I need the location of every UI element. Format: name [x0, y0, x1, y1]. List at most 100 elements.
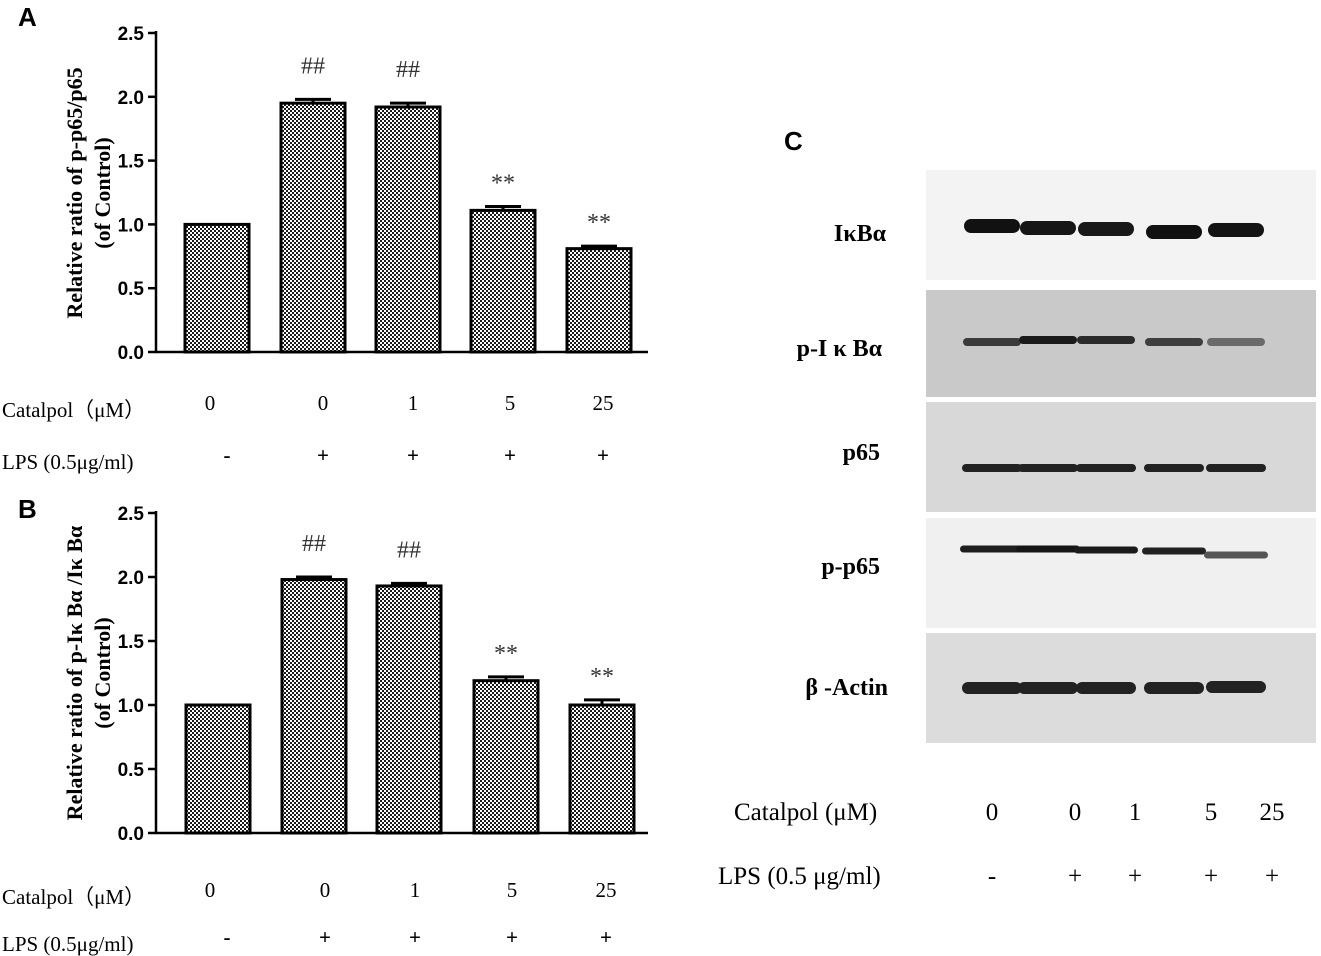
lps-sign: +: [319, 925, 331, 949]
catalpol-dose: 1: [408, 391, 419, 415]
significance-label: ##: [302, 531, 326, 557]
y-tick-label: 2.5: [118, 504, 145, 525]
catalpol-dose: 5: [507, 878, 518, 902]
catalpol-dose: 0: [205, 878, 216, 902]
blot-band: [962, 682, 1022, 694]
catalpol-dose: 1: [410, 878, 421, 902]
chart-b: 0.0 0.5 1.0 1.5 2.0 2.5 Relative ratio of p-Iκ…: [2, 504, 648, 956]
catalpol-dose: 25: [596, 878, 617, 902]
bar: [280, 578, 348, 835]
blot-band: [962, 464, 1022, 472]
blot-treatment-values: 0 0 1 5 25 - + + + +: [986, 799, 1285, 890]
significance-label: **: [587, 210, 611, 236]
blot-band: [1020, 221, 1076, 235]
panel-letter-c: C: [784, 126, 803, 156]
blot-band: [1018, 682, 1078, 694]
y-tick-label: 0.5: [118, 760, 145, 781]
significance-label: ##: [301, 53, 325, 79]
catalpol-label: Catalpol（μM）: [2, 885, 145, 909]
catalpol-dose: 25: [593, 391, 614, 415]
bar: [565, 247, 633, 354]
y-tick-label: 1.5: [118, 152, 145, 173]
band-label-p65: p65: [843, 440, 880, 466]
blot-band: [1204, 551, 1268, 559]
y-tick-label: 1.5: [118, 632, 145, 653]
panel-letter-b: B: [18, 494, 37, 524]
blot-band: [1076, 464, 1136, 472]
blot-band: [1078, 222, 1134, 236]
y-tick-label: 2.0: [118, 88, 144, 109]
band-label-ikba: IκBα: [834, 221, 887, 247]
y-axis-label: (of Control): [90, 137, 115, 248]
y-tick-label: 0.0: [118, 824, 144, 845]
lps-sign: +: [506, 925, 518, 949]
bar: [183, 222, 251, 354]
bar: [472, 679, 540, 835]
blot-band: [1207, 338, 1265, 346]
y-axis-label: Relative ratio of p-Iκ Bα /Iκ Bα: [62, 525, 87, 820]
blot-band: [1018, 464, 1078, 472]
band-label-actin: β -Actin: [805, 675, 888, 701]
blot-bands: [960, 219, 1268, 694]
blot-band: [1074, 546, 1138, 554]
bar: [184, 703, 252, 835]
band-label-p-p65: p-p65: [821, 554, 880, 580]
chart-a: 0.0 0.5 1.0 1.5 2.0 2.5 Relative ratio of p-p6…: [2, 24, 648, 474]
blot-catalpol-dose: 5: [1205, 799, 1218, 826]
western-blot-panel: IκBα p-I κ Bα p65 p-p65 β -Actin Catalpo…: [718, 170, 1316, 890]
catalpol-label: Catalpol（μM）: [2, 398, 145, 422]
blot-band: [1076, 682, 1136, 694]
blot-band: [1019, 336, 1077, 344]
blot-lps-sign: +: [1128, 863, 1142, 890]
blot-catalpol-dose: 0: [1069, 799, 1082, 826]
catalpol-dose: 0: [320, 878, 331, 902]
significance-label: ##: [397, 537, 421, 563]
lps-sign: +: [317, 443, 329, 467]
significance-label: **: [491, 171, 515, 197]
lps-sign: +: [407, 443, 419, 467]
blot-band: [1208, 223, 1264, 237]
lps-label: LPS (0.5μg/ml): [2, 450, 133, 474]
y-tick-label: 0.0: [118, 343, 144, 364]
bar: [568, 703, 636, 835]
blot-band: [1206, 464, 1266, 472]
blot-catalpol-dose: 1: [1129, 799, 1142, 826]
panel-letter-a: A: [18, 2, 37, 32]
lps-sign: -: [224, 925, 231, 949]
y-tick-label: 0.5: [118, 279, 145, 300]
blot-band: [1145, 338, 1203, 346]
blot-band: [1144, 682, 1204, 694]
blot-lps-sign: +: [1068, 863, 1082, 890]
blot-catalpol-label: Catalpol (μM): [734, 799, 877, 826]
blot-lps-sign: -: [988, 863, 996, 890]
blot-catalpol-dose: 0: [986, 799, 999, 826]
band-label-p-ikba: p-I κ Bα: [797, 336, 883, 362]
blot-band: [1016, 545, 1080, 553]
catalpol-dose: 0: [205, 391, 216, 415]
bar: [279, 101, 347, 354]
blot-band: [964, 219, 1020, 233]
blot-lps-sign: +: [1265, 863, 1279, 890]
significance-label: **: [590, 664, 614, 690]
bar: [469, 208, 537, 354]
blot-strip-p65: [926, 402, 1316, 512]
y-tick-label: 1.0: [118, 215, 144, 236]
y-tick-label: 1.0: [118, 696, 144, 717]
lps-label: LPS (0.5μg/ml): [2, 932, 133, 956]
blot-band: [960, 545, 1024, 553]
lps-sign: +: [597, 443, 609, 467]
blot-band: [1144, 464, 1204, 472]
bar: [375, 584, 443, 835]
y-tick-label: 2.5: [118, 24, 145, 45]
blot-lps-label: LPS (0.5 μg/ml): [718, 863, 881, 890]
significance-label: ##: [396, 57, 420, 83]
catalpol-dose: 0: [318, 391, 329, 415]
blot-strip-p-p65: [926, 518, 1316, 628]
y-tick-label: 2.0: [118, 568, 144, 589]
blot-catalpol-dose: 25: [1260, 799, 1285, 826]
bar: [374, 105, 442, 354]
significance-label: **: [494, 641, 518, 667]
catalpol-dose: 5: [505, 391, 516, 415]
blot-band: [1206, 681, 1266, 693]
